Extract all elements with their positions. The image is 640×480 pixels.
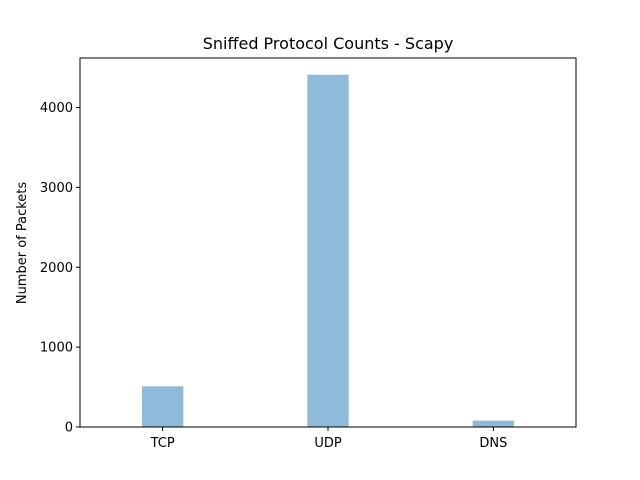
chart-title: Sniffed Protocol Counts - Scapy bbox=[203, 34, 454, 53]
y-tick-label: 2000 bbox=[40, 261, 73, 276]
bar-dns bbox=[472, 420, 514, 427]
y-tick-label: 4000 bbox=[40, 101, 73, 116]
bar-tcp bbox=[142, 386, 184, 427]
y-axis-ticks: 0 1000 2000 3000 4000 bbox=[40, 101, 80, 436]
x-axis-ticks: TCP UDP DNS bbox=[150, 427, 507, 451]
bar-udp bbox=[307, 74, 349, 427]
y-tick-label: 3000 bbox=[40, 181, 73, 196]
y-tick-label: 0 bbox=[65, 421, 73, 436]
x-tick-label: UDP bbox=[314, 436, 342, 451]
bars-layer bbox=[142, 74, 514, 427]
y-axis-label: Number of Packets bbox=[15, 182, 30, 305]
y-tick-label: 1000 bbox=[40, 341, 73, 356]
x-tick-label: DNS bbox=[479, 436, 507, 451]
x-tick-label: TCP bbox=[150, 436, 175, 451]
plot-area-frame bbox=[79, 57, 577, 428]
